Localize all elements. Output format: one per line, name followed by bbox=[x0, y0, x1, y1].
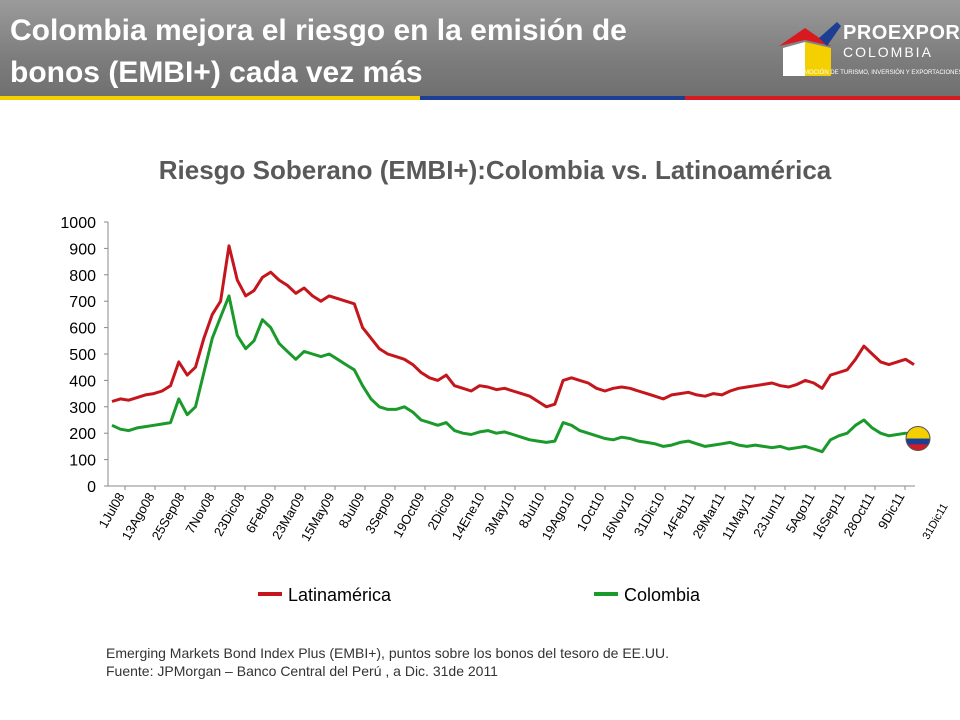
y-tick-label: 700 bbox=[69, 294, 96, 311]
proexport-logo: PROEXPORT COLOMBIA PROMOCIÓN DE TURISMO,… bbox=[775, 12, 960, 84]
y-tick-label: 200 bbox=[69, 426, 96, 443]
stripe-red bbox=[685, 96, 960, 100]
footnote-line1: Emerging Markets Bond Index Plus (EMBI+)… bbox=[106, 645, 670, 661]
colombia-flag-icon bbox=[905, 426, 931, 452]
y-tick-label: 800 bbox=[69, 268, 96, 285]
legend-label: Latinamérica bbox=[288, 585, 392, 605]
x-end-label: 31Dic11 bbox=[920, 502, 950, 542]
y-tick-label: 100 bbox=[69, 453, 96, 470]
footnote-line2: Fuente: JPMorgan – Banco Central del Per… bbox=[106, 663, 498, 679]
y-tick-label: 600 bbox=[69, 321, 96, 338]
y-tick-label: 1000 bbox=[60, 215, 96, 232]
x-tick-label: 9Dic11 bbox=[875, 490, 908, 532]
stripe-blue bbox=[420, 96, 685, 100]
x-tick-label: 8Jul10 bbox=[515, 490, 547, 531]
legend-label: Colombia bbox=[624, 585, 701, 605]
series-line-colombia bbox=[111, 294, 915, 454]
logo-country: COLOMBIA bbox=[843, 44, 933, 60]
x-tick-label: 1Jul08 bbox=[95, 490, 127, 531]
page-title: Colombia mejora el riesgo en la emisión … bbox=[10, 10, 790, 94]
y-tick-label: 0 bbox=[87, 479, 96, 496]
y-tick-label: 400 bbox=[69, 373, 96, 390]
page-title-line1: Colombia mejora el riesgo en la emisión … bbox=[10, 14, 627, 47]
y-tick-label: 300 bbox=[69, 400, 96, 417]
stripe-yellow bbox=[0, 96, 420, 100]
y-tick-label: 500 bbox=[69, 347, 96, 364]
house-logo-icon bbox=[779, 22, 841, 76]
y-tick-label: 900 bbox=[69, 241, 96, 258]
footnote: Emerging Markets Bond Index Plus (EMBI+)… bbox=[106, 644, 669, 680]
logo-tagline: PROMOCIÓN DE TURISMO, INVERSIÓN Y EXPORT… bbox=[791, 70, 960, 76]
page-title-line2: bonos (EMBI+) cada vez más bbox=[10, 56, 423, 89]
series-line-latinamerica bbox=[111, 244, 915, 409]
chart-title: Riesgo Soberano (EMBI+):Colombia vs. Lat… bbox=[158, 155, 832, 185]
logo-brand: PROEXPORT bbox=[843, 22, 960, 44]
x-tick-label: 8Jul09 bbox=[335, 490, 367, 531]
